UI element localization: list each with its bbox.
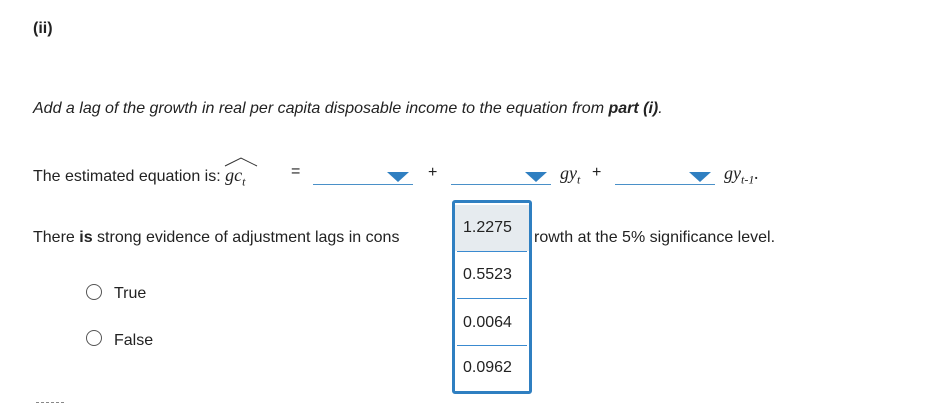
term-gy-lag-var: gy [724, 163, 741, 183]
equation-lhs-var: gc [225, 165, 243, 185]
instruction-suffix: . [658, 100, 663, 117]
instruction-part-ref: part (i) [608, 100, 659, 117]
option-false-label[interactable]: False [114, 332, 154, 349]
chevron-down-icon [387, 172, 409, 182]
hat-icon [224, 157, 258, 167]
gy-coefficient-dropdown[interactable] [451, 164, 551, 185]
chevron-down-icon [525, 172, 547, 182]
term-gy-t-var: gy [560, 163, 577, 183]
dropdown-option[interactable]: 1.2275 [455, 205, 529, 251]
part-label: (ii) [33, 20, 53, 37]
statement-text: There is strong evidence of adjustment l… [33, 229, 399, 247]
option-divider [457, 345, 527, 346]
term-gy-lag-sub: t-1 [741, 172, 755, 187]
plus-sign-1: + [428, 164, 438, 181]
statement-bold: is [79, 229, 93, 246]
instruction-prefix: Add a lag of the growth in real per capi… [33, 100, 609, 117]
plus-sign-2: + [592, 164, 602, 181]
equation-lhs: gct [224, 157, 258, 190]
dropdown-option[interactable]: 0.5523 [463, 266, 512, 283]
option-divider [457, 298, 527, 299]
term-gy-t: gyt [560, 163, 580, 188]
statement-text-tail: rowth at the 5% significance level. [534, 229, 776, 246]
equation-end: . [754, 163, 759, 183]
dropdown-option[interactable]: 0.0962 [463, 359, 512, 376]
chevron-down-icon [689, 172, 711, 182]
instruction-text: Add a lag of the growth in real per capi… [33, 100, 663, 118]
option-divider [457, 251, 527, 252]
dropdown-option[interactable]: 0.0064 [463, 314, 512, 331]
radio-false[interactable] [86, 330, 102, 346]
intercept-dropdown[interactable] [313, 164, 413, 185]
term-gy-lag: gyt-1. [724, 163, 759, 188]
gy-lag-coefficient-dropdown[interactable] [615, 164, 715, 185]
equals-sign: = [291, 163, 301, 180]
option-true-label[interactable]: True [114, 285, 147, 302]
statement-before: There [33, 229, 80, 246]
statement-middle: strong evidence of adjustment lags in co… [92, 229, 400, 246]
radio-true[interactable] [86, 284, 102, 300]
equation-label: The estimated equation is: gct [33, 157, 258, 190]
dropdown-popup: 1.2275 0.5523 0.0064 0.0962 [452, 200, 532, 394]
divider [36, 402, 64, 403]
term-gy-t-sub: t [577, 172, 581, 187]
equation-label-text: The estimated equation is: [33, 168, 221, 185]
equation-lhs-sub: t [242, 174, 246, 189]
